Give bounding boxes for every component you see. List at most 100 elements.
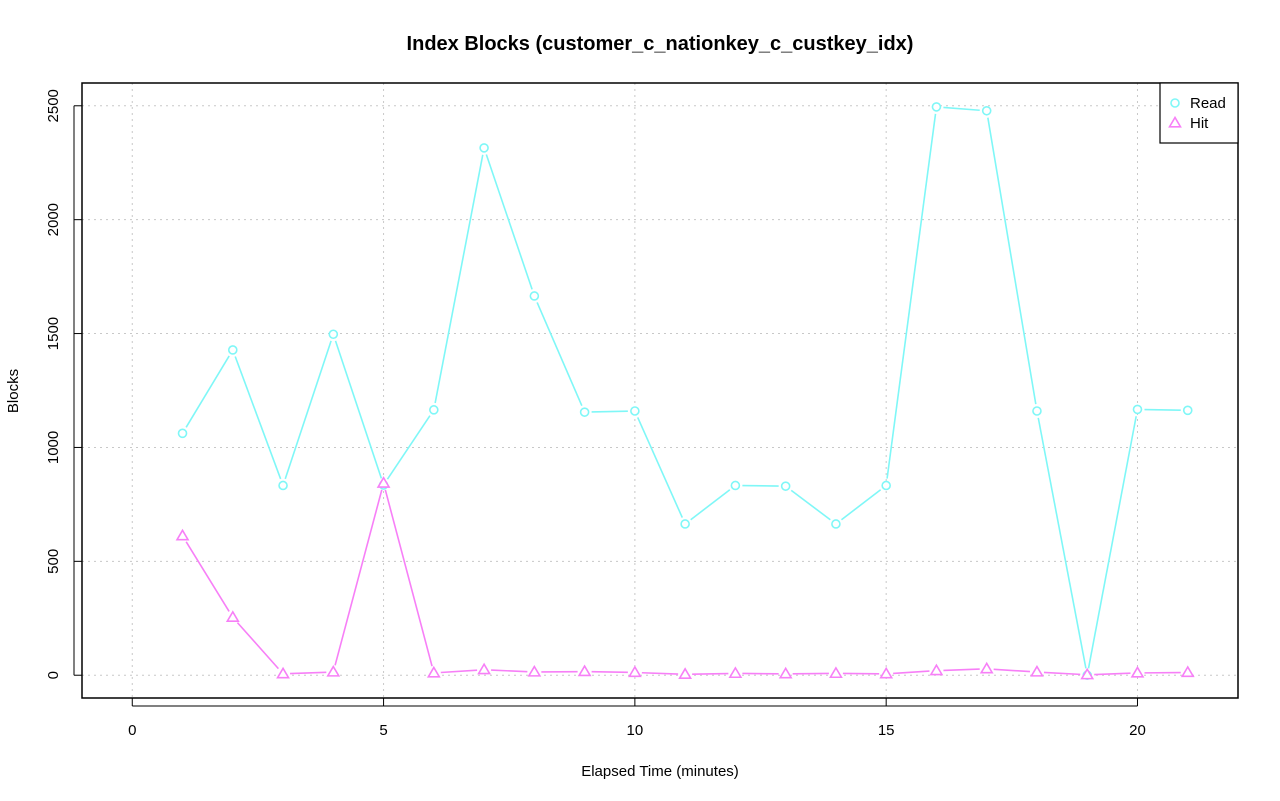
series-segment-hit xyxy=(185,541,230,612)
y-tick-label: 1500 xyxy=(45,317,62,350)
series-segment-read xyxy=(591,410,628,413)
series-segment-read xyxy=(1144,408,1181,411)
series-segment-read xyxy=(386,415,431,480)
x-tick-label: 15 xyxy=(878,722,895,739)
series-segment-read xyxy=(1087,416,1137,669)
y-tick-label: 0 xyxy=(45,671,62,679)
series-segment-read xyxy=(987,117,1037,405)
series-segment-read xyxy=(536,302,583,407)
y-tick-label: 2000 xyxy=(45,203,62,236)
legend: Read Hit xyxy=(1159,82,1239,144)
data-point-read xyxy=(278,480,288,491)
data-point-read xyxy=(831,519,841,529)
data-point-hit xyxy=(979,661,994,674)
series-segment-hit xyxy=(334,489,383,666)
grid xyxy=(82,83,1238,698)
series-segment-hit xyxy=(384,489,433,667)
data-point-hit xyxy=(879,666,894,679)
y-axis: 0 500 1000 1500 2000 2500 xyxy=(45,89,82,679)
x-tick-label: 0 xyxy=(128,722,136,739)
plot-frame xyxy=(81,82,1239,699)
data-point-hit xyxy=(175,528,190,541)
series-segment-hit xyxy=(440,669,478,674)
legend-box xyxy=(1159,82,1239,144)
data-point-hit xyxy=(1030,664,1044,677)
y-axis-label: Blocks xyxy=(5,369,22,413)
data-point-hit xyxy=(1080,667,1095,680)
y-tick-label: 2500 xyxy=(45,89,62,122)
data-point-hit xyxy=(929,663,944,676)
legend-marker-read xyxy=(1170,98,1180,108)
series-segment-hit xyxy=(893,670,930,675)
series-segment-hit xyxy=(290,671,327,675)
chart-title: Index Blocks (customer_c_nationkey_c_cus… xyxy=(407,33,914,55)
series-segment-hit xyxy=(1094,672,1131,676)
series-segment-read xyxy=(284,340,332,480)
series-segment-read xyxy=(943,106,980,112)
data-point-hit xyxy=(225,610,240,623)
legend-label-hit: Hit xyxy=(1190,115,1209,132)
series-read xyxy=(177,102,1193,681)
data-point-hit xyxy=(326,664,341,677)
series-segment-read xyxy=(690,489,731,521)
series-segment-hit xyxy=(491,669,528,673)
data-point-hit xyxy=(527,664,542,677)
data-point-read xyxy=(780,481,791,491)
data-point-hit xyxy=(426,665,441,678)
data-point-read xyxy=(177,428,188,439)
series-segment-read xyxy=(485,154,533,290)
data-point-read xyxy=(227,345,238,355)
data-point-hit xyxy=(577,664,592,677)
x-axis-label: Elapsed Time (minutes) xyxy=(581,763,739,780)
data-point-read xyxy=(881,480,891,491)
series-segment-hit xyxy=(641,671,679,675)
x-axis: 0 5 10 15 20 xyxy=(128,698,1146,739)
data-point-hit xyxy=(728,666,743,679)
data-point-hit xyxy=(778,666,793,679)
data-point-read xyxy=(429,405,439,415)
data-point-hit xyxy=(376,476,391,488)
x-tick-label: 10 xyxy=(627,722,644,739)
data-point-read xyxy=(328,329,339,340)
series-segment-read xyxy=(185,355,230,428)
data-point-read xyxy=(529,291,540,301)
data-point-read xyxy=(1132,404,1143,415)
data-point-read xyxy=(1182,405,1193,416)
data-point-hit xyxy=(477,662,491,675)
series-segment-read xyxy=(840,489,882,521)
series-segment-hit xyxy=(236,622,279,670)
series-segment-hit xyxy=(943,668,980,672)
series-segment-read xyxy=(434,154,484,404)
series-segment-read xyxy=(790,489,831,521)
data-point-hit xyxy=(276,666,290,679)
series-layer xyxy=(175,102,1195,681)
x-tick-label: 20 xyxy=(1129,722,1146,739)
series-segment-read xyxy=(636,417,684,518)
data-point-read xyxy=(1032,406,1042,416)
data-point-hit xyxy=(627,665,642,678)
series-segment-hit xyxy=(1043,671,1081,676)
series-segment-read xyxy=(1037,417,1087,669)
series-segment-read xyxy=(234,356,282,480)
data-point-read xyxy=(730,480,741,491)
series-segment-hit xyxy=(692,672,729,675)
data-point-read xyxy=(630,406,640,416)
data-point-hit xyxy=(1130,665,1145,678)
legend-marker-hit xyxy=(1168,115,1182,128)
data-point-read xyxy=(981,105,992,116)
series-segment-read xyxy=(334,340,383,479)
series-segment-read xyxy=(886,113,937,479)
legend-label-read: Read xyxy=(1190,95,1226,112)
series-segment-hit xyxy=(993,668,1031,673)
data-point-read xyxy=(931,102,942,112)
data-point-hit xyxy=(829,666,843,679)
x-tick-label: 5 xyxy=(379,722,387,739)
data-point-read xyxy=(680,519,690,529)
y-tick-label: 500 xyxy=(45,549,62,574)
data-point-hit xyxy=(678,667,693,679)
series-segment-hit xyxy=(591,670,628,674)
data-point-read xyxy=(479,143,489,153)
data-point-hit xyxy=(1180,665,1195,678)
y-tick-label: 1000 xyxy=(45,431,62,464)
